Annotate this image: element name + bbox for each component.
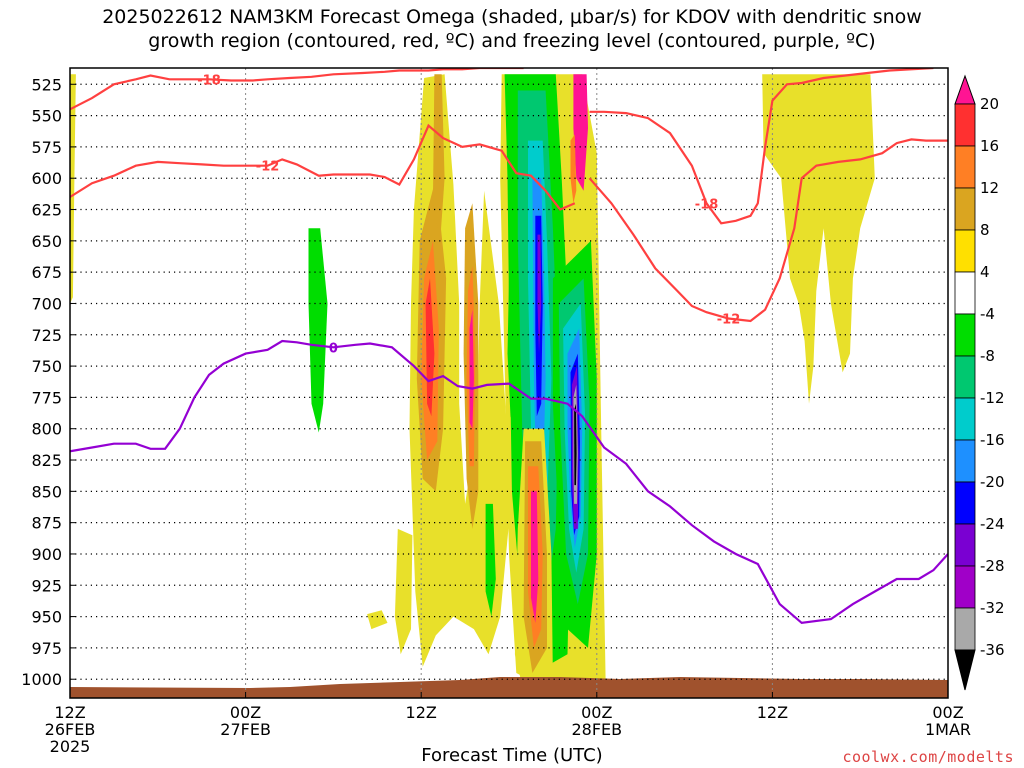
omega-region-2 (367, 610, 388, 630)
colorbar-label: -4 (980, 305, 995, 323)
ground-surface (70, 677, 948, 698)
y-tick-label: 950 (31, 608, 62, 627)
x-tick-label: 28FEB (571, 720, 622, 739)
colorbar-label: -8 (980, 347, 995, 365)
omega-region-34 (570, 134, 577, 204)
y-tick-label: 725 (31, 326, 62, 345)
omega-region-3 (394, 528, 413, 655)
colorbar-swatch (954, 313, 976, 357)
contour-line-4 (70, 339, 948, 625)
colorbar-swatch (954, 481, 976, 525)
colorbar-label: 12 (980, 179, 999, 197)
omega-region-20 (485, 503, 496, 617)
x-tick-label: 1MAR (925, 720, 971, 739)
y-tick-label: 825 (31, 451, 62, 470)
colorbar-top-arrow (954, 74, 976, 105)
colorbar-swatch (954, 523, 976, 567)
x-tick-label: 12Z (406, 703, 437, 722)
chart-title-line1: 2025022612 NAM3KM Forecast Omega (shaded… (102, 6, 922, 28)
colorbar-label: -32 (980, 599, 1005, 617)
site-credit: coolwx.com/modelts (842, 748, 1014, 766)
y-tick-label: 800 (31, 420, 62, 439)
colorbar-swatch (954, 229, 976, 273)
omega-region-32 (574, 403, 577, 486)
contour-line-2 (70, 123, 576, 211)
y-tick-label: 700 (31, 294, 62, 313)
colorbar-swatch (954, 397, 976, 441)
contour-line-0 (70, 68, 524, 111)
y-tick-label: 675 (31, 263, 62, 282)
contour-label-2: -12 (256, 160, 280, 175)
colorbar-swatch (954, 103, 976, 147)
omega-region-15 (537, 234, 542, 354)
y-tick-label: 525 (31, 75, 62, 94)
contour-label-3: -12 (717, 312, 741, 327)
colorbar-swatch (954, 271, 976, 315)
omega-region-24 (531, 491, 539, 623)
y-tick-label: 650 (31, 232, 62, 251)
omega-region-35 (762, 74, 875, 404)
contour-label-1: -18 (695, 197, 719, 212)
x-tick-label: 27FEB (220, 720, 271, 739)
y-tick-label: 875 (31, 514, 62, 533)
y-tick-label: 600 (31, 169, 62, 188)
chart-title-line2: growth region (contoured, red, ºC) and f… (148, 30, 876, 52)
colorbar-label: -20 (980, 473, 1005, 491)
grid-lines (69, 68, 949, 698)
plot-frame (69, 67, 949, 699)
omega-region-8 (432, 74, 445, 241)
omega-shading (70, 74, 875, 692)
y-tick-label: 900 (31, 545, 62, 564)
omega-region-0 (70, 74, 76, 304)
colorbar-label: 8 (980, 221, 990, 239)
colorbar-bottom-arrow (954, 649, 976, 691)
contour-lines (70, 68, 948, 625)
colorbar-label: -16 (980, 431, 1005, 449)
x-tick-label: 00Z (230, 703, 261, 722)
colorbar-swatch (954, 145, 976, 189)
contour-labels: -18 -18 -12 -12 0 (197, 73, 740, 356)
contour-label-4: 0 (329, 341, 338, 356)
colorbar: 20 16 12 8 4 -4 -8 -12 -16 -20 -24 -28 -32 -36 (954, 74, 1005, 691)
y-tick-label: 625 (31, 201, 62, 220)
x-tick-label: 00Z (581, 703, 612, 722)
omega-region-1 (308, 228, 328, 433)
y-tick-label: 975 (31, 639, 62, 658)
contour-label-0: -18 (197, 73, 221, 88)
colorbar-label: -12 (980, 389, 1005, 407)
y-tick-label: 775 (31, 388, 62, 407)
x-axis-label: Forecast Time (UTC) (421, 745, 603, 766)
colorbar-label: 16 (980, 137, 999, 155)
colorbar-label: -36 (980, 641, 1005, 659)
y-tick-label: 550 (31, 107, 62, 126)
x-tick-label: 2025 (50, 737, 91, 756)
colorbar-swatch (954, 565, 976, 609)
contour-line-3 (588, 138, 948, 323)
colorbar-label: -24 (980, 515, 1005, 533)
x-tick-label: 26FEB (45, 720, 96, 739)
y-tick-label: 925 (31, 576, 62, 595)
colorbar-swatch (954, 607, 976, 651)
y-axis-ticks: 525 550 575 600 625 650 675 700 725 750 775 800 825 8… (21, 75, 76, 689)
colorbar-swatch (954, 187, 976, 231)
colorbar-label: 4 (980, 263, 990, 281)
omega-region-18 (469, 309, 474, 429)
colorbar-label: 20 (980, 95, 999, 113)
y-tick-label: 850 (31, 482, 62, 501)
y-tick-label: 575 (31, 138, 62, 157)
x-tick-label: 00Z (932, 703, 963, 722)
colorbar-swatch (954, 355, 976, 399)
omega-region-33 (573, 74, 588, 191)
colorbar-swatch (954, 439, 976, 483)
terrain (70, 677, 948, 698)
y-tick-label: 750 (31, 357, 62, 376)
x-tick-label: 12Z (757, 703, 788, 722)
colorbar-label: -28 (980, 557, 1005, 575)
y-tick-label: 1000 (21, 670, 62, 689)
contour-line-1 (589, 68, 934, 225)
x-tick-label: 12Z (54, 703, 85, 722)
